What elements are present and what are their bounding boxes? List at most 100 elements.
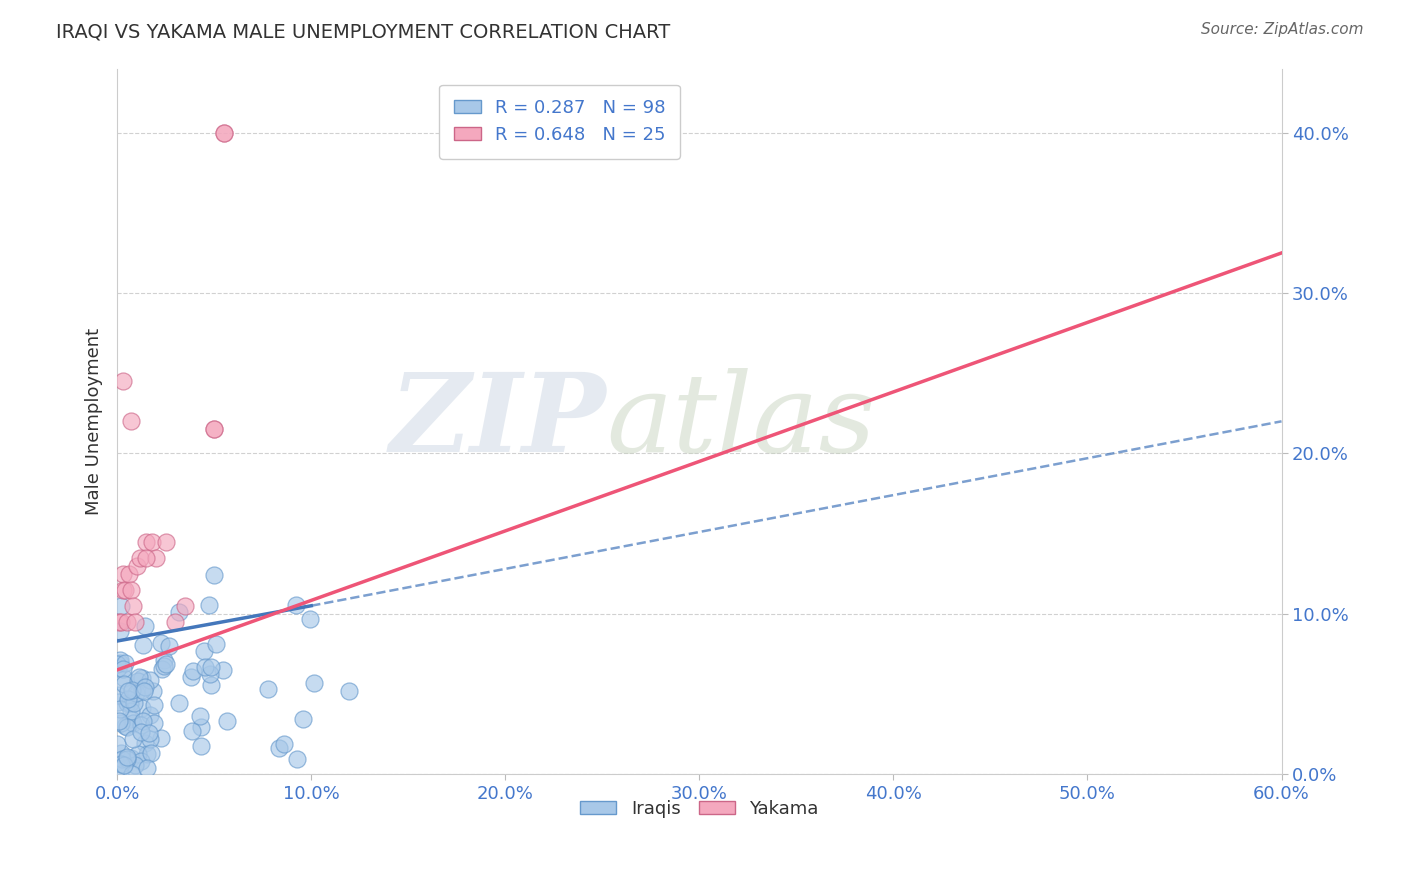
Text: Source: ZipAtlas.com: Source: ZipAtlas.com: [1201, 22, 1364, 37]
Point: [193, 644, 215, 658]
Text: ZIP: ZIP: [389, 368, 606, 475]
Point: [204, 637, 226, 651]
Point: [304, 676, 326, 690]
Point: [117, 750, 139, 764]
Point: [110, 599, 132, 613]
Point: [115, 615, 138, 629]
Point: [139, 732, 162, 747]
Point: [128, 670, 150, 684]
Point: [285, 598, 308, 612]
Point: [153, 658, 176, 673]
Point: [124, 615, 146, 629]
Point: [108, 615, 131, 629]
Point: [150, 731, 173, 745]
Point: [120, 582, 142, 597]
Point: [108, 714, 131, 728]
Point: [202, 567, 225, 582]
Point: [121, 599, 143, 613]
Point: [143, 698, 166, 713]
Point: [110, 716, 132, 731]
Point: [122, 732, 145, 747]
Point: [139, 708, 162, 723]
Point: [108, 767, 131, 781]
Point: [131, 671, 153, 685]
Point: [131, 701, 153, 715]
Point: [292, 712, 315, 726]
Point: [118, 566, 141, 581]
Point: [129, 550, 152, 565]
Text: atlas: atlas: [606, 368, 876, 475]
Point: [127, 747, 149, 761]
Point: [110, 746, 132, 760]
Point: [111, 374, 134, 388]
Point: [114, 656, 136, 670]
Point: [110, 756, 132, 771]
Point: [155, 534, 177, 549]
Point: [112, 758, 135, 772]
Point: [112, 677, 135, 691]
Point: [105, 657, 128, 671]
Point: [134, 736, 156, 750]
Point: [145, 550, 167, 565]
Point: [215, 714, 238, 728]
Point: [135, 747, 157, 761]
Point: [115, 752, 138, 766]
Point: [153, 653, 176, 667]
Point: [129, 725, 152, 739]
Point: [202, 422, 225, 436]
Point: [132, 714, 155, 728]
Point: [190, 739, 212, 753]
Point: [141, 684, 163, 698]
Point: [149, 636, 172, 650]
Point: [181, 665, 204, 679]
Point: [273, 737, 295, 751]
Point: [117, 684, 139, 698]
Point: [181, 723, 204, 738]
Point: [299, 612, 322, 626]
Point: [136, 761, 159, 775]
Point: [107, 695, 129, 709]
Point: [124, 696, 146, 710]
Point: [129, 754, 152, 768]
Point: [135, 550, 157, 565]
Point: [125, 686, 148, 700]
Point: [107, 661, 129, 675]
Point: [125, 558, 148, 573]
Point: [198, 667, 221, 681]
Point: [111, 582, 134, 597]
Point: [129, 718, 152, 732]
Point: [111, 662, 134, 676]
Point: [150, 662, 173, 676]
Point: [112, 671, 135, 685]
Point: [287, 752, 309, 766]
Point: [134, 680, 156, 694]
Point: [122, 715, 145, 730]
Point: [200, 660, 222, 674]
Point: [114, 719, 136, 733]
Point: [121, 767, 143, 781]
Point: [134, 619, 156, 633]
Point: [190, 720, 212, 734]
Point: [134, 684, 156, 698]
Point: [108, 624, 131, 639]
Point: [108, 653, 131, 667]
Point: [120, 704, 142, 718]
Point: [127, 674, 149, 689]
Point: [114, 582, 136, 597]
Point: [143, 716, 166, 731]
Point: [115, 697, 138, 711]
Point: [157, 639, 180, 653]
Point: [120, 414, 142, 428]
Point: [155, 657, 177, 672]
Point: [138, 725, 160, 739]
Point: [211, 663, 233, 677]
Point: [167, 605, 190, 619]
Point: [110, 657, 132, 671]
Legend: Iraqis, Yakama: Iraqis, Yakama: [574, 793, 825, 825]
Point: [124, 757, 146, 772]
Point: [169, 697, 191, 711]
Y-axis label: Male Unemployment: Male Unemployment: [86, 327, 103, 515]
Point: [174, 599, 197, 613]
Point: [257, 681, 280, 696]
Point: [107, 737, 129, 751]
